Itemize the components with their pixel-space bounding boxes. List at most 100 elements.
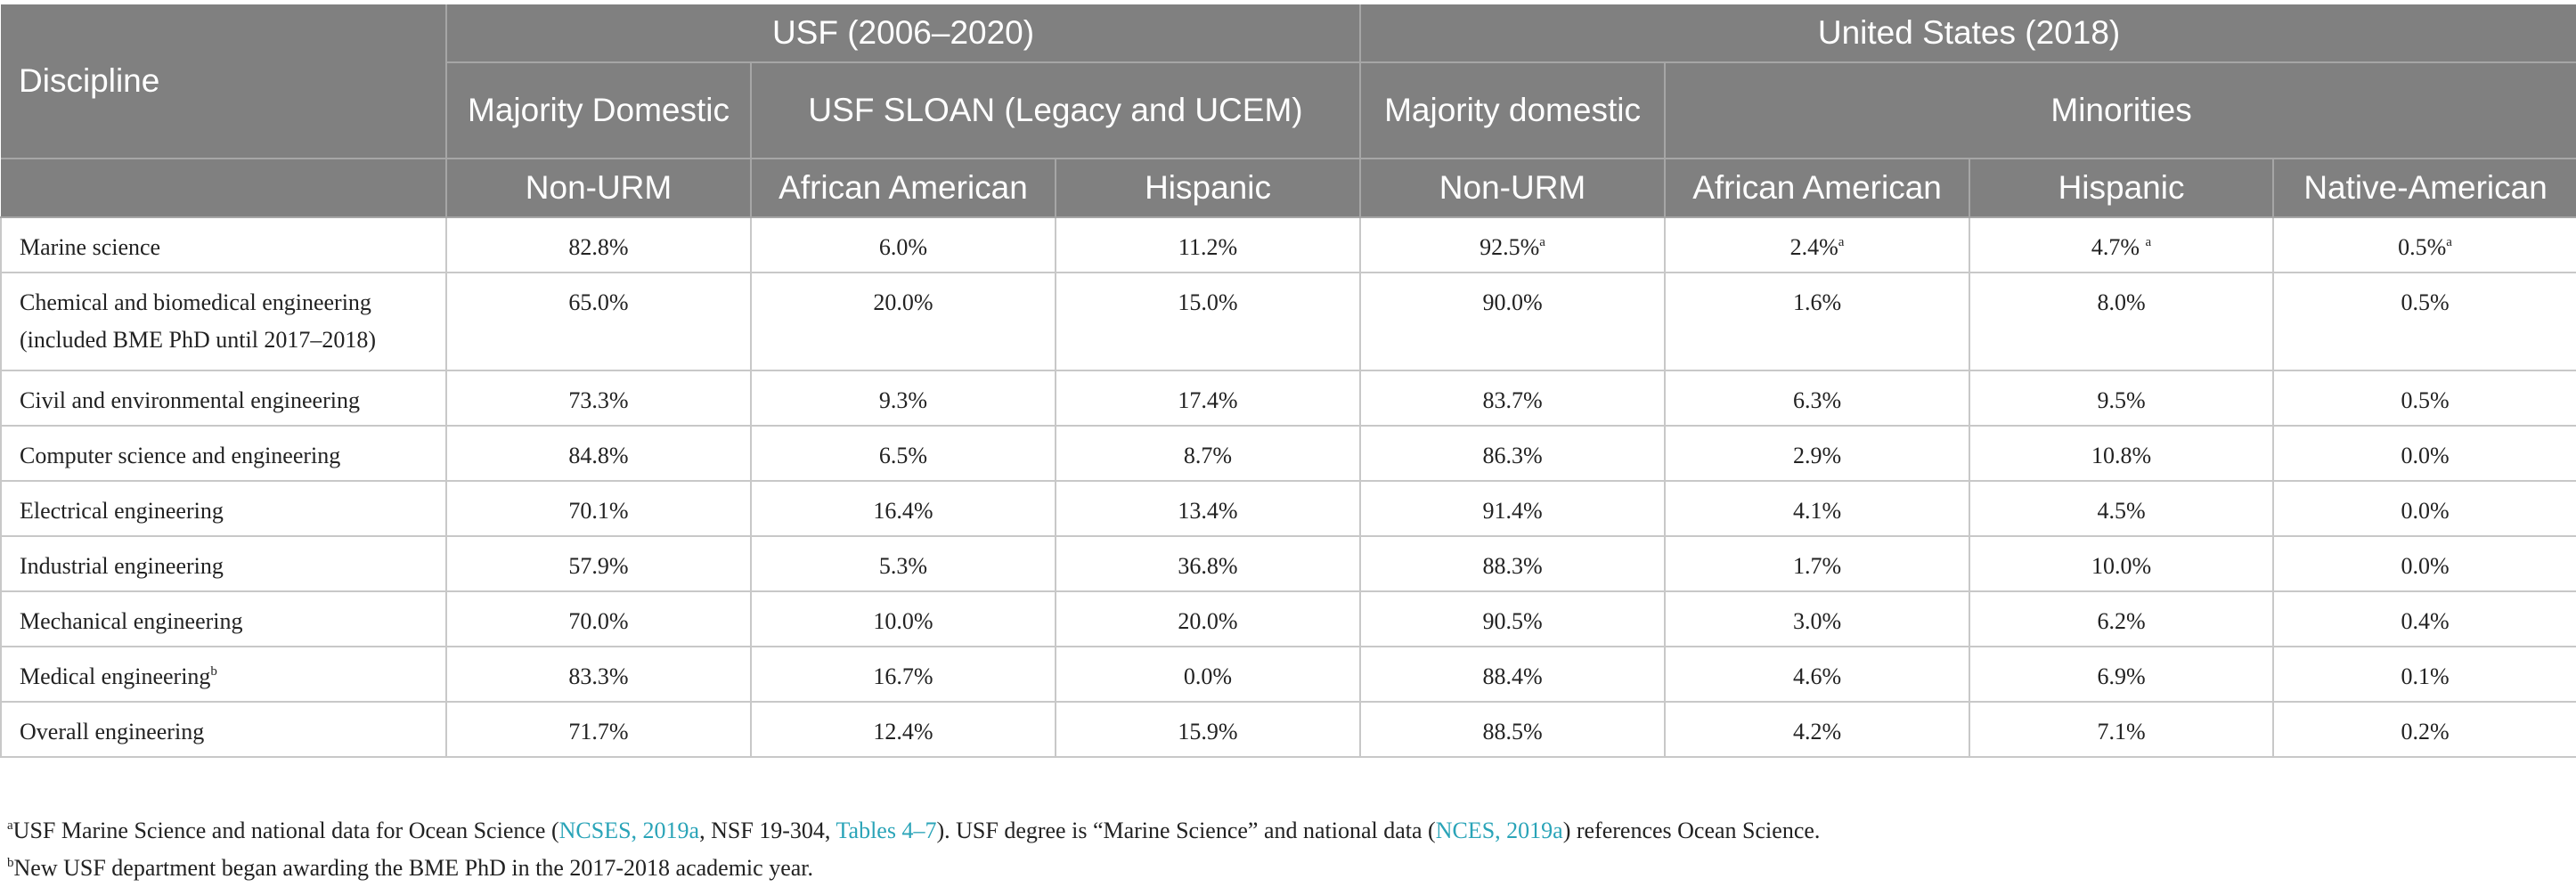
footnote-b: bNew USF department began awarding the B… (7, 855, 813, 881)
table-cell: 0.0% (2272, 535, 2576, 592)
table-cell: 13.4% (1054, 480, 1362, 537)
table-cell: 0.4% (2272, 590, 2576, 647)
table-cell: 4.2% (1664, 701, 1971, 758)
table-cell: 16.7% (750, 646, 1056, 703)
citation-link[interactable]: NCES, 2019a (1435, 818, 1563, 843)
row-discipline: Medical engineeringb (0, 646, 447, 703)
header-us-majority: Majority domestic (1360, 62, 1667, 159)
table-cell: 0.1% (2272, 646, 2576, 703)
table-cell: 6.9% (1969, 646, 2275, 703)
table-row: Mechanical engineering 70.0% 10.0% 20.0%… (0, 590, 2576, 647)
table-cell: 20.0% (1054, 590, 1362, 647)
footnotes: aUSF Marine Science and national data fo… (7, 812, 1820, 887)
row-discipline: Industrial engineering (0, 535, 447, 592)
table-cell: 57.9% (445, 535, 752, 592)
table-cell: 71.7% (445, 701, 752, 758)
table-cell: 0.5% (2272, 370, 2576, 427)
table-cell: 16.4% (750, 480, 1056, 537)
table-cell: 84.8% (445, 425, 752, 482)
table-cell: 12.4% (750, 701, 1056, 758)
table-cell: 0.2% (2272, 701, 2576, 758)
table-cell: 88.4% (1359, 646, 1667, 703)
footnote-marker: a (7, 818, 13, 833)
table-cell: 15.0% (1054, 272, 1362, 371)
table-row: Civil and environmental engineering 73.3… (0, 370, 2576, 427)
row-discipline: Computer science and engineering (0, 425, 447, 482)
table-cell: 5.3% (750, 535, 1056, 592)
table-cell: 90.0% (1359, 272, 1667, 371)
row-discipline: Chemical and biomedical engineering (incl… (0, 272, 447, 371)
table-cell: 6.0% (750, 216, 1056, 273)
table-cell: 36.8% (1054, 535, 1362, 592)
row-discipline: Mechanical engineering (0, 590, 447, 647)
table-cell: 8.7% (1054, 425, 1362, 482)
header-blank (1, 159, 447, 218)
table-cell: 20.0% (750, 272, 1056, 371)
row-discipline: Marine science (0, 216, 447, 273)
table-cell: 90.5% (1359, 590, 1667, 647)
table-cell: 0.5% (2272, 272, 2576, 371)
table-cell: 88.3% (1359, 535, 1667, 592)
header-discipline: Discipline (1, 4, 447, 159)
table-row: Industrial engineering 57.9% 5.3% 36.8% … (0, 535, 2576, 592)
row-discipline: Overall engineering (0, 701, 447, 758)
table-cell: 88.5% (1359, 701, 1667, 758)
table-row: Computer science and engineering 84.8% 6… (0, 425, 2576, 482)
table-cell: 7.1% (1969, 701, 2275, 758)
header-sub: African American (751, 159, 1056, 218)
table-cell: 8.0% (1969, 272, 2275, 371)
table-cell: 11.2% (1054, 216, 1362, 273)
header-sub: Non-URM (446, 159, 752, 218)
header-sub: Non-URM (1360, 159, 1667, 218)
table-cell: 70.0% (445, 590, 752, 647)
table-cell: 1.7% (1664, 535, 1971, 592)
header-sub: African American (1665, 159, 1971, 218)
table-cell: 4.7% a (1969, 216, 2275, 273)
table-cell: 0.0% (2272, 480, 2576, 537)
table-cell: 9.5% (1969, 370, 2275, 427)
table-body: Marine science 82.8% 6.0% 11.2% 92.5%a 2… (0, 216, 2576, 758)
data-table: Discipline USF (2006–2020) United States… (0, 4, 2576, 758)
table-cell: 4.5% (1969, 480, 2275, 537)
table-cell: 0.0% (1054, 646, 1362, 703)
header-usf-majority: Majority Domestic (446, 62, 752, 159)
header-usf-sloan: USF SLOAN (Legacy and UCEM) (751, 62, 1362, 159)
table-cell: 10.0% (750, 590, 1056, 647)
row-discipline: Electrical engineering (0, 480, 447, 537)
data-table-container: Discipline USF (2006–2020) United States… (0, 4, 2576, 758)
table-cell: 86.3% (1359, 425, 1667, 482)
row-discipline: Civil and environmental engineering (0, 370, 447, 427)
table-cell: 15.9% (1054, 701, 1362, 758)
table-row: Chemical and biomedical engineering (incl… (0, 272, 2576, 371)
table-cell: 83.7% (1359, 370, 1667, 427)
table-row: Overall engineering 71.7% 12.4% 15.9% 88… (0, 701, 2576, 758)
header-sub: Hispanic (1056, 159, 1362, 218)
table-cell: 0.5%a (2272, 216, 2576, 273)
table-cell: 4.1% (1664, 480, 1971, 537)
header-sub: Native-American (2273, 159, 2576, 218)
table-cell: 2.9% (1664, 425, 1971, 482)
table-cell: 10.8% (1969, 425, 2275, 482)
header-us-minorities: Minorities (1665, 62, 2576, 159)
table-row: Medical engineeringb 83.3% 16.7% 0.0% 88… (0, 646, 2576, 703)
table-cell: 6.2% (1969, 590, 2275, 647)
table-cell: 73.3% (445, 370, 752, 427)
header-group-usf: USF (2006–2020) (446, 4, 1362, 63)
table-cell: 92.5%a (1359, 216, 1667, 273)
citation-link[interactable]: NCSES, 2019a (558, 818, 700, 843)
table-cell: 6.5% (750, 425, 1056, 482)
table-cell: 1.6% (1664, 272, 1971, 371)
footnote-a: aUSF Marine Science and national data fo… (7, 818, 1821, 843)
table-cell: 0.0% (2272, 425, 2576, 482)
table-header: Discipline USF (2006–2020) United States… (1, 4, 2576, 218)
table-cell: 65.0% (445, 272, 752, 371)
citation-link[interactable]: Tables 4–7 (836, 818, 937, 843)
table-cell: 9.3% (750, 370, 1056, 427)
table-row: Electrical engineering 70.1% 16.4% 13.4%… (0, 480, 2576, 537)
table-cell: 70.1% (445, 480, 752, 537)
table-cell: 82.8% (445, 216, 752, 273)
table-cell: 3.0% (1664, 590, 1971, 647)
table-cell: 91.4% (1359, 480, 1667, 537)
table-cell: 83.3% (445, 646, 752, 703)
table-cell: 10.0% (1969, 535, 2275, 592)
